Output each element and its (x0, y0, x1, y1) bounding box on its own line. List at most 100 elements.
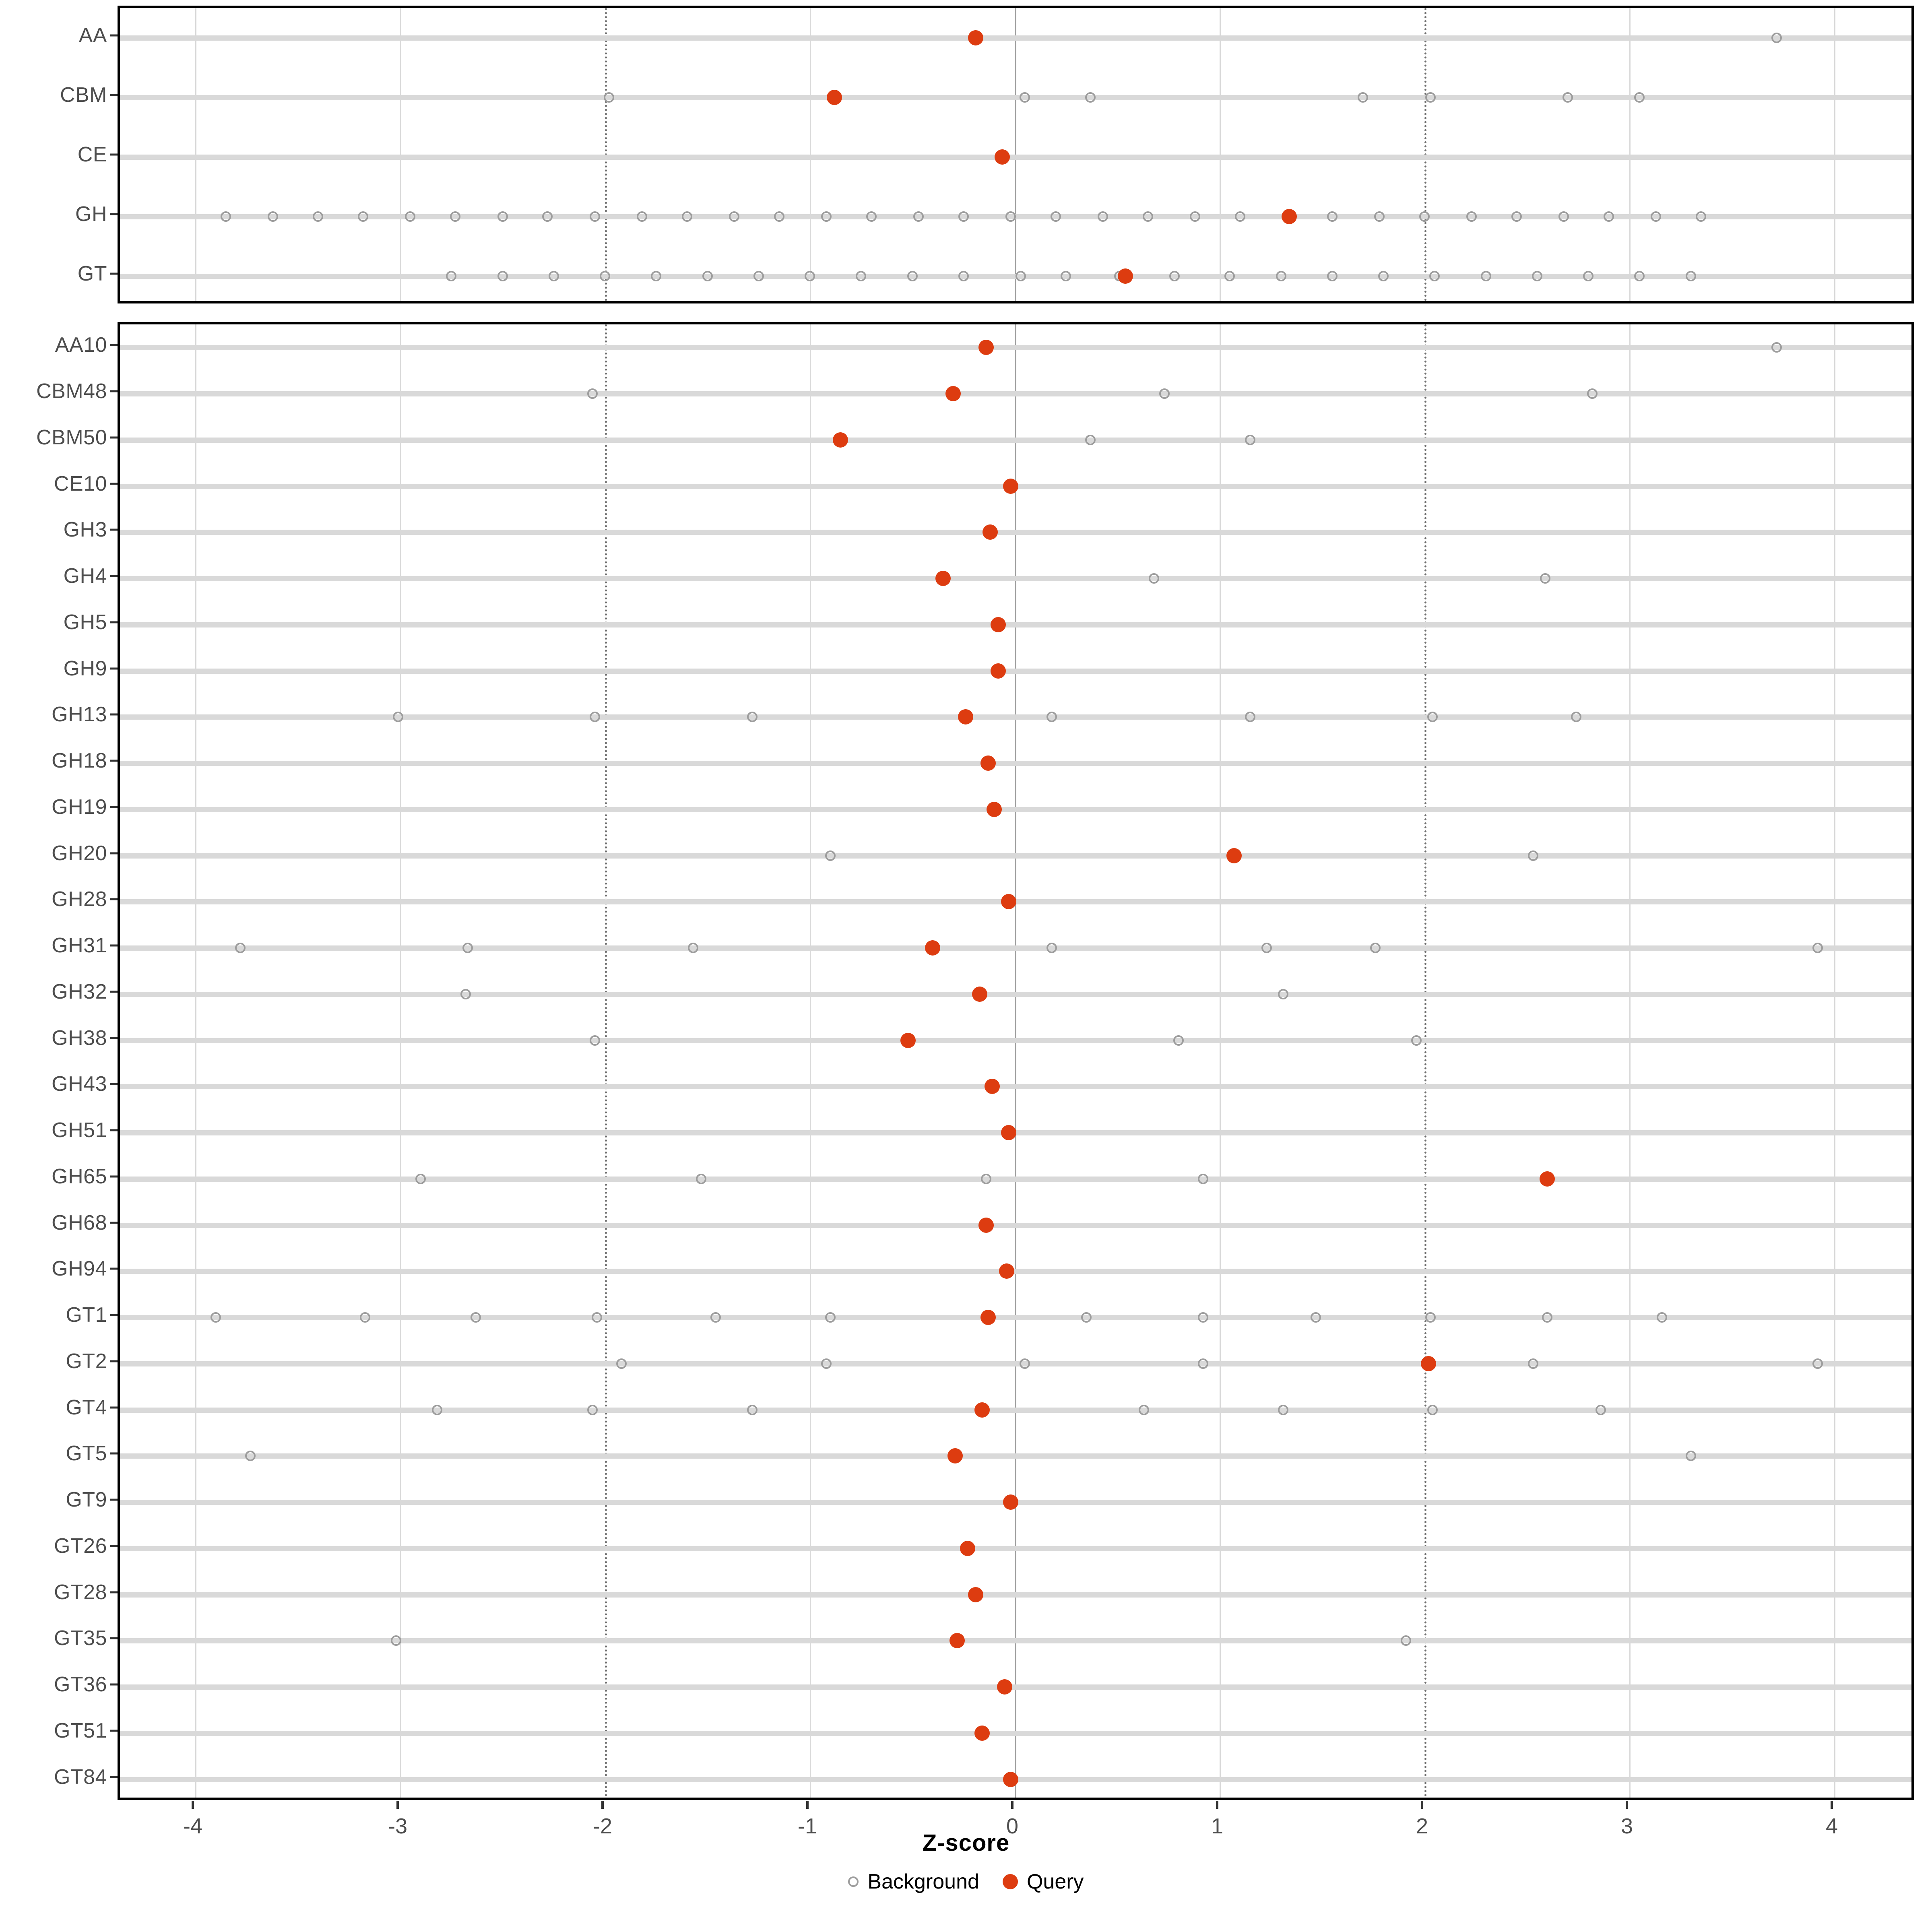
background-point[interactable] (405, 211, 416, 222)
background-point[interactable] (268, 211, 279, 222)
background-point[interactable] (1411, 1035, 1422, 1046)
background-point[interactable] (1327, 271, 1338, 281)
background-point[interactable] (1370, 943, 1381, 954)
background-point[interactable] (687, 943, 698, 954)
query-point[interactable] (1003, 478, 1018, 494)
background-point[interactable] (1558, 211, 1569, 222)
background-point[interactable] (1378, 271, 1389, 281)
background-point[interactable] (747, 1404, 758, 1415)
background-point[interactable] (1224, 271, 1235, 281)
background-point[interactable] (1005, 211, 1016, 222)
background-point[interactable] (1198, 1312, 1209, 1323)
background-point[interactable] (1149, 573, 1160, 584)
background-point[interactable] (1311, 1312, 1321, 1323)
query-point[interactable] (935, 571, 951, 586)
background-point[interactable] (1085, 92, 1096, 103)
background-point[interactable] (958, 211, 969, 222)
background-point[interactable] (696, 1173, 707, 1184)
background-point[interactable] (747, 712, 758, 722)
background-point[interactable] (313, 211, 324, 222)
query-point[interactable] (982, 524, 998, 540)
background-point[interactable] (1532, 271, 1542, 281)
background-point[interactable] (1245, 434, 1256, 445)
background-point[interactable] (1812, 1358, 1823, 1369)
background-point[interactable] (1046, 712, 1057, 722)
query-point[interactable] (1226, 848, 1242, 863)
background-point[interactable] (1189, 211, 1200, 222)
background-point[interactable] (1542, 1312, 1553, 1323)
background-point[interactable] (1401, 1635, 1412, 1646)
background-point[interactable] (600, 271, 610, 281)
background-point[interactable] (210, 1312, 221, 1323)
query-point[interactable] (978, 1217, 994, 1233)
background-point[interactable] (753, 271, 764, 281)
background-point[interactable] (774, 211, 784, 222)
background-point[interactable] (1016, 271, 1026, 281)
background-point[interactable] (1278, 1404, 1288, 1415)
background-point[interactable] (1138, 1404, 1149, 1415)
query-point[interactable] (833, 432, 848, 448)
query-point[interactable] (995, 149, 1010, 165)
background-point[interactable] (1685, 1451, 1696, 1461)
background-point[interactable] (1358, 92, 1368, 103)
background-point[interactable] (958, 271, 969, 281)
background-point[interactable] (462, 943, 473, 954)
background-point[interactable] (1142, 211, 1153, 222)
background-point[interactable] (805, 271, 815, 281)
query-point[interactable] (980, 1310, 996, 1325)
background-point[interactable] (1480, 271, 1491, 281)
query-point[interactable] (945, 386, 961, 402)
background-point[interactable] (1657, 1312, 1668, 1323)
background-point[interactable] (390, 1635, 401, 1646)
background-point[interactable] (1540, 573, 1551, 584)
background-point[interactable] (1278, 989, 1288, 999)
background-point[interactable] (1198, 1173, 1209, 1184)
background-point[interactable] (651, 271, 662, 281)
background-point[interactable] (702, 271, 713, 281)
background-point[interactable] (460, 989, 471, 999)
query-point[interactable] (978, 340, 994, 355)
background-point[interactable] (1651, 211, 1662, 222)
query-point[interactable] (1540, 1171, 1555, 1187)
query-point[interactable] (972, 986, 988, 1002)
background-point[interactable] (392, 712, 403, 722)
query-point[interactable] (1117, 268, 1133, 284)
background-point[interactable] (1234, 211, 1245, 222)
query-point[interactable] (974, 1402, 990, 1418)
background-point[interactable] (681, 211, 692, 222)
background-point[interactable] (1812, 943, 1823, 954)
background-point[interactable] (1261, 943, 1272, 954)
background-point[interactable] (587, 388, 598, 399)
query-point[interactable] (991, 663, 1006, 679)
query-point[interactable] (827, 90, 842, 105)
query-point[interactable] (1421, 1356, 1437, 1371)
background-point[interactable] (497, 211, 508, 222)
background-point[interactable] (1097, 211, 1108, 222)
query-point[interactable] (1001, 1125, 1016, 1141)
background-point[interactable] (1771, 33, 1782, 43)
background-point[interactable] (825, 850, 836, 861)
background-point[interactable] (1374, 211, 1385, 222)
background-point[interactable] (866, 211, 877, 222)
background-point[interactable] (591, 1312, 602, 1323)
background-point[interactable] (1427, 712, 1438, 722)
background-point[interactable] (431, 1404, 442, 1415)
background-point[interactable] (450, 211, 461, 222)
background-point[interactable] (913, 211, 924, 222)
background-point[interactable] (1571, 712, 1581, 722)
background-point[interactable] (1634, 92, 1645, 103)
background-point[interactable] (1245, 712, 1256, 722)
query-point[interactable] (949, 1633, 965, 1649)
background-point[interactable] (1198, 1358, 1209, 1369)
background-point[interactable] (1085, 434, 1096, 445)
query-point[interactable] (999, 1263, 1014, 1279)
background-point[interactable] (1081, 1312, 1092, 1323)
background-point[interactable] (542, 211, 553, 222)
background-point[interactable] (415, 1173, 426, 1184)
background-point[interactable] (446, 271, 457, 281)
background-point[interactable] (1511, 211, 1522, 222)
background-point[interactable] (1595, 1404, 1606, 1415)
query-point[interactable] (947, 1448, 963, 1464)
query-point[interactable] (1003, 1494, 1018, 1510)
background-point[interactable] (1425, 1312, 1436, 1323)
